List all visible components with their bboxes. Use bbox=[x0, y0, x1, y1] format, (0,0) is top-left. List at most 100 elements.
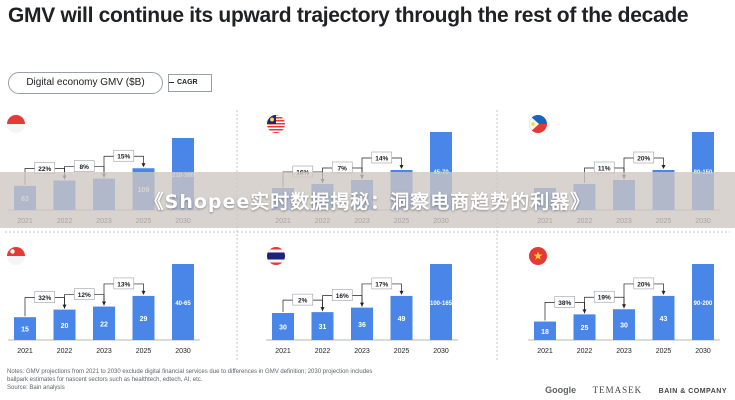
bar-value-label: 31 bbox=[319, 324, 327, 331]
cagr-box bbox=[633, 151, 655, 164]
page-title: GMV will continue its upward trajectory … bbox=[8, 4, 689, 27]
cagr-box bbox=[34, 291, 56, 303]
x-tick-label: 2021 bbox=[537, 348, 553, 355]
cagr-label: 22% bbox=[38, 166, 51, 173]
cagr-box bbox=[113, 149, 135, 162]
watermark-banner bbox=[0, 172, 735, 228]
singapore-flag bbox=[7, 247, 25, 265]
bar-value-label: 49 bbox=[398, 316, 406, 323]
cagr-box bbox=[593, 290, 615, 303]
cagr-label: 15% bbox=[117, 154, 130, 161]
cagr-label: 8% bbox=[80, 164, 90, 171]
x-tick-label: 2023 bbox=[616, 348, 632, 355]
flag-fill bbox=[267, 115, 285, 133]
cagr-label: 20% bbox=[637, 156, 650, 163]
bar-value-label: 30 bbox=[620, 323, 628, 330]
bar-value-label: 100-165 bbox=[430, 301, 453, 307]
cagr-box bbox=[371, 277, 393, 290]
bain-logo: BAIN & COMPANY bbox=[658, 388, 727, 395]
cagr-label: 38% bbox=[558, 300, 571, 307]
cagr-arrowhead bbox=[399, 290, 404, 295]
bar-value-label: 40-65 bbox=[175, 301, 191, 307]
bar bbox=[613, 309, 635, 340]
x-tick-label: 2030 bbox=[695, 348, 711, 355]
flag-fill bbox=[529, 115, 547, 133]
x-tick-label: 2025 bbox=[136, 348, 152, 355]
cagr-box bbox=[73, 288, 95, 300]
footnote-line: Notes: GMV projections from 2021 to 2030… bbox=[7, 369, 373, 375]
footnote-source: Source: Bain analysis bbox=[7, 385, 65, 391]
cagr-box bbox=[554, 296, 576, 308]
flag-star bbox=[533, 251, 543, 260]
footnotes: Notes: GMV projections from 2021 to 2030… bbox=[7, 368, 527, 392]
cagr-label: 12% bbox=[78, 292, 91, 299]
cagr-label: 32% bbox=[38, 295, 51, 302]
cagr-box bbox=[73, 160, 95, 172]
indonesia-flag bbox=[7, 115, 25, 133]
legend-gmv-label: Digital economy GMV ($B) bbox=[8, 72, 163, 94]
temasek-logo: TEMASEK bbox=[592, 385, 643, 395]
cagr-label: 7% bbox=[338, 166, 348, 173]
bar bbox=[692, 264, 714, 340]
malaysia-flag bbox=[267, 115, 285, 133]
cagr-box bbox=[331, 289, 353, 301]
cagr-box bbox=[292, 293, 314, 306]
bar bbox=[311, 312, 334, 340]
flag-stripe bbox=[267, 129, 285, 131]
watermark-banner-text: 《Shopee实时数据揭秘：洞察电商趋势的利器》 bbox=[144, 191, 591, 213]
bar bbox=[534, 321, 556, 340]
flag-blue bbox=[267, 252, 285, 260]
bar-value-label: 30 bbox=[279, 325, 287, 332]
bar bbox=[53, 309, 76, 340]
cagr-label: 11% bbox=[598, 166, 611, 173]
bar bbox=[272, 313, 294, 340]
bar bbox=[652, 295, 675, 340]
cagr-arrowhead bbox=[141, 290, 146, 295]
flag-fill bbox=[529, 247, 547, 265]
flag-red bbox=[529, 124, 547, 133]
x-tick-label: 2023 bbox=[354, 348, 370, 355]
flag-fill bbox=[7, 247, 25, 265]
cagr-label: 16% bbox=[336, 293, 349, 300]
x-tick-label: 2025 bbox=[394, 348, 410, 355]
x-tick-label: 2021 bbox=[17, 348, 33, 355]
cagr-arrowhead bbox=[661, 165, 666, 169]
partner-logos: Google TEMASEK BAIN & COMPANY bbox=[531, 385, 727, 395]
cagr-box bbox=[113, 277, 135, 290]
x-tick-label: 2022 bbox=[57, 348, 73, 355]
flag-crescent bbox=[270, 117, 274, 122]
vietnam-flag bbox=[529, 247, 547, 265]
flag-stripe bbox=[267, 132, 285, 133]
cagr-label: 19% bbox=[598, 295, 611, 302]
bar bbox=[93, 306, 115, 340]
x-tick-label: 2025 bbox=[656, 348, 672, 355]
bar-value-label: 43 bbox=[660, 316, 668, 323]
cagr-box bbox=[371, 151, 393, 164]
bar-value-label: 18 bbox=[541, 329, 549, 336]
bar bbox=[430, 264, 452, 340]
footnote-line: ballpark estimates for nascent sectors s… bbox=[7, 377, 203, 383]
bar bbox=[172, 264, 194, 340]
flag-white bbox=[7, 124, 25, 133]
bar-value-label: 20 bbox=[61, 323, 69, 330]
cagr-label: 20% bbox=[637, 281, 650, 288]
x-tick-label: 2030 bbox=[433, 348, 449, 355]
x-tick-label: 2030 bbox=[175, 348, 191, 355]
cagr-label: 13% bbox=[117, 281, 130, 288]
bar-value-label: 15 bbox=[21, 327, 29, 334]
cagr-box bbox=[633, 277, 655, 290]
bar-value-label: 36 bbox=[358, 322, 366, 329]
bar-value-label: 90-200 bbox=[694, 301, 713, 307]
cagr-label: 2% bbox=[298, 298, 308, 305]
cagr-arrowhead bbox=[141, 163, 146, 168]
flag-red bbox=[7, 115, 25, 124]
cagr-arrowhead bbox=[661, 290, 666, 295]
bar bbox=[132, 295, 155, 340]
bar bbox=[351, 307, 373, 340]
flag-stripe bbox=[267, 126, 285, 128]
flag-fill bbox=[267, 247, 285, 265]
google-logo: Google bbox=[545, 385, 577, 395]
cagr-label: 14% bbox=[375, 156, 388, 163]
flag-sun bbox=[531, 122, 535, 126]
bar bbox=[14, 317, 36, 340]
